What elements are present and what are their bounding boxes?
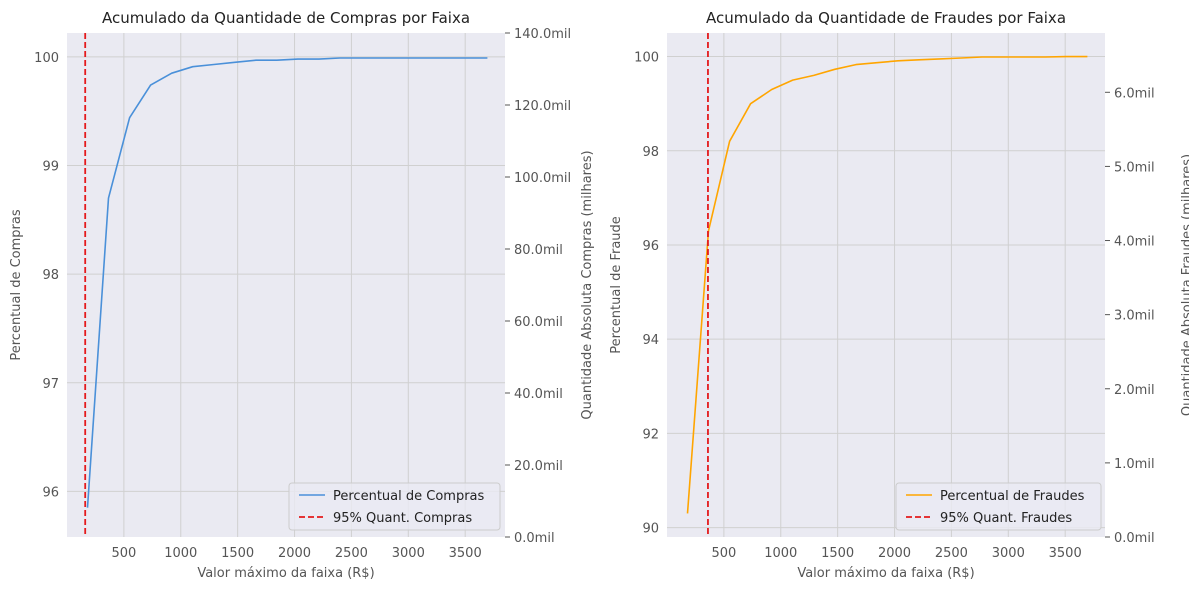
right-y-tick-label: 40.0mil [514, 387, 563, 402]
right-y-tick-label: 0.0mil [1114, 531, 1155, 546]
y-tick-label: 94 [642, 333, 659, 348]
y-tick-label: 98 [642, 145, 659, 160]
legend-label-vline: 95% Quant. Fraudes [940, 511, 1072, 526]
x-tick-label: 3500 [1049, 546, 1082, 561]
right-y-tick-label: 20.0mil [514, 459, 563, 474]
legend-label-series: Percentual de Compras [333, 489, 485, 504]
right-y-tick-label: 80.0mil [514, 243, 563, 258]
y-tick-label: 92 [642, 427, 659, 442]
chart-fraudes: 500 1000 1500 2000 2500 3000 3500 90 92 94 96 98 100… [609, 9, 1189, 581]
right-y-tick-label: 140.0mil [514, 27, 571, 42]
y-tick-label: 96 [642, 239, 659, 254]
x-tick-label: 1500 [821, 546, 854, 561]
series-line [86, 57, 488, 508]
tick-labels: 500 1000 1500 2000 2500 3000 3500 96 97 98 99 100 0.… [34, 27, 571, 561]
y-axis-label-right: Quantidade Absoluta Fraudes (milhares) [1180, 154, 1189, 416]
y-axis-label-right: Quantidade Absoluta Compras (milhares) [580, 150, 595, 419]
plot-area [67, 33, 505, 537]
y-tick-label: 100 [34, 51, 59, 66]
legend-box [895, 482, 1102, 531]
x-axis-label: Valor máximo da faixa (R$) [797, 566, 974, 581]
x-tick-label: 2000 [278, 546, 311, 561]
chart-title: Acumulado da Quantidade de Fraudes por F… [706, 9, 1066, 27]
y-axis-label: Percentual de Fraude [609, 216, 624, 354]
x-tick-label: 3500 [449, 546, 482, 561]
right-y-tick-label: 100.0mil [514, 171, 571, 186]
x-tick-label: 1000 [764, 546, 797, 561]
data-marks [84, 33, 488, 537]
x-tick-label: 3000 [992, 546, 1025, 561]
legend: Percentual de Fraudes 95% Quant. Fraudes [895, 482, 1102, 531]
chart-compras: 500 1000 1500 2000 2500 3000 3500 96 97 98 99 100 0.… [9, 9, 595, 581]
right-y-tick-label: 5.0mil [1114, 160, 1155, 175]
right-y-tick-label: 0.0mil [514, 531, 555, 546]
x-tick-label: 3000 [392, 546, 425, 561]
x-axis-label: Valor máximo da faixa (R$) [197, 566, 374, 581]
y-tick-label: 90 [642, 522, 659, 537]
chart-title: Acumulado da Quantidade de Compras por F… [102, 9, 470, 27]
tick-labels: 500 1000 1500 2000 2500 3000 3500 90 92 94 96 98 100… [634, 51, 1154, 561]
right-y-tick-label: 3.0mil [1114, 309, 1155, 324]
right-y-tick-label: 4.0mil [1114, 235, 1155, 250]
y-tick-label: 98 [42, 268, 59, 283]
x-tick-label: 500 [711, 546, 736, 561]
right-y-tick-label: 120.0mil [514, 99, 571, 114]
legend-box [288, 482, 501, 531]
x-tick-label: 2500 [935, 546, 968, 561]
y-tick-label: 100 [634, 51, 659, 66]
x-tick-label: 500 [111, 546, 136, 561]
plot-area [667, 33, 1105, 537]
y-tick-label: 99 [42, 160, 59, 175]
right-y-tick-label: 6.0mil [1114, 86, 1155, 101]
x-tick-label: 1500 [221, 546, 254, 561]
right-y-tick-label: 2.0mil [1114, 383, 1155, 398]
series-line [686, 55, 1088, 514]
legend-label-vline: 95% Quant. Compras [333, 511, 472, 526]
y-tick-label: 96 [42, 485, 59, 500]
x-tick-label: 2000 [878, 546, 911, 561]
y-tick-label: 97 [42, 377, 59, 392]
data-marks [686, 33, 1088, 537]
grid-lines [67, 33, 505, 537]
right-y-tick-label: 1.0mil [1114, 457, 1155, 472]
x-tick-label: 2500 [335, 546, 368, 561]
legend: Percentual de Compras 95% Quant. Compras [288, 482, 501, 531]
legend-label-series: Percentual de Fraudes [940, 489, 1085, 504]
right-y-tick-label: 60.0mil [514, 315, 563, 330]
x-tick-label: 1000 [164, 546, 197, 561]
y-axis-label: Percentual de Compras [9, 209, 24, 361]
